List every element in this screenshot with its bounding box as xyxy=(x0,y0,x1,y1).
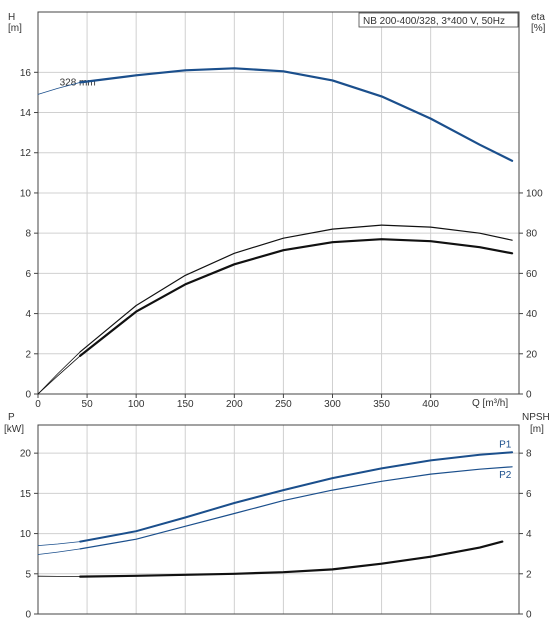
top-y-right-tick-label: 0 xyxy=(526,390,532,401)
bottom-y-left-tick-label: 5 xyxy=(25,569,31,580)
series-h_thin xyxy=(37,82,81,95)
bottom-series xyxy=(37,451,514,578)
bottom-y-left-tick-label: 20 xyxy=(20,449,32,460)
bottom-chart: P [kW] NPSH [m] 0 5 10 15 20 0 2 4 6 8 P1 P2 xyxy=(4,412,550,621)
bottom-plot-frame xyxy=(37,424,520,615)
top-y-right-tick-label: 100 xyxy=(526,188,543,199)
bottom-y-left-tick-label: 15 xyxy=(20,489,32,500)
bottom-y-right-tick-label: 4 xyxy=(526,529,532,540)
bottom-y-left-ticks: 0 5 10 15 20 xyxy=(20,449,38,621)
top-x-tick-label: 300 xyxy=(324,399,341,410)
top-y-left-tick-label: 8 xyxy=(25,229,31,240)
top-x-tick-label: 350 xyxy=(373,399,390,410)
series-npsh xyxy=(79,540,504,578)
bottom-y-right-tick-label: 0 xyxy=(526,610,532,621)
bottom-y-right-label: NPSH xyxy=(522,412,550,423)
bottom-y-left-tick-label: 10 xyxy=(20,529,32,540)
top-x-tick-label: 50 xyxy=(82,399,94,410)
bottom-series-labels: P1 P2 xyxy=(499,439,512,480)
top-x-tick-label: 400 xyxy=(422,399,439,410)
bottom-y-right-tick-label: 8 xyxy=(526,449,532,460)
top-x-tick-label: 200 xyxy=(226,399,243,410)
top-y-left-tick-label: 16 xyxy=(20,68,32,79)
series-h_main xyxy=(79,67,514,162)
series-eta_inner xyxy=(79,238,514,357)
bottom-y-right-ticks: 0 2 4 6 8 xyxy=(519,449,532,621)
title-box xyxy=(358,12,519,28)
top-chart: H [m] eta [%] NB 200-400/328, 3*400 V, 5… xyxy=(8,11,546,410)
top-y-right-tick-label: 40 xyxy=(526,309,538,320)
top-y-left-unit: [m] xyxy=(8,23,22,34)
series-p2_thin xyxy=(37,548,81,555)
bottom-y-left-label: P xyxy=(8,412,15,423)
bottom-y-left-tick-label: 0 xyxy=(25,610,31,621)
top-y-left-tick-label: 2 xyxy=(25,349,31,360)
top-y-right-unit: [%] xyxy=(531,23,546,34)
bottom-y-left-unit: [kW] xyxy=(4,424,24,435)
top-y-left-ticks: 0 2 4 6 8 10 12 14 16 xyxy=(20,68,38,401)
bottom-y-right-tick-label: 2 xyxy=(526,569,532,580)
bottom-y-right-tick-label: 6 xyxy=(526,489,532,500)
series-eta_inner_thin xyxy=(37,355,81,395)
top-x-tick-label: 100 xyxy=(128,399,145,410)
top-y-left-tick-label: 4 xyxy=(25,309,31,320)
series-p1_thin xyxy=(37,541,81,546)
top-y-left-tick-label: 14 xyxy=(20,108,32,119)
series-eta_outer xyxy=(79,224,513,353)
chart-title: NB 200-400/328, 3*400 V, 50Hz xyxy=(363,16,505,27)
top-x-tick-label: 0 xyxy=(35,399,41,410)
bottom-grid xyxy=(38,425,519,614)
top-y-right-tick-label: 60 xyxy=(526,269,538,280)
series-label-p1: P1 xyxy=(499,439,512,450)
top-series xyxy=(37,67,514,395)
series-eta_outer_thin xyxy=(37,351,81,395)
top-y-left-label: H xyxy=(8,12,15,23)
top-y-left-tick-label: 6 xyxy=(25,269,31,280)
top-y-left-tick-label: 10 xyxy=(20,188,32,199)
top-x-ticks: 0 50 100 150 200 250 300 350 400 xyxy=(35,394,439,410)
top-y-left-tick-label: 0 xyxy=(25,390,31,401)
series-p1 xyxy=(79,451,514,543)
series-label-p2: P2 xyxy=(499,470,512,481)
top-y-right-tick-label: 80 xyxy=(526,229,538,240)
top-y-right-tick-label: 20 xyxy=(526,349,538,360)
top-y-right-label: eta xyxy=(531,12,545,23)
top-x-axis-label: Q [m³/h] xyxy=(472,398,508,409)
series-p2 xyxy=(79,466,513,550)
top-y-left-tick-label: 12 xyxy=(20,148,32,159)
top-x-tick-label: 250 xyxy=(275,399,292,410)
top-x-tick-label: 150 xyxy=(177,399,194,410)
top-grid xyxy=(38,12,519,394)
top-plot-frame xyxy=(37,11,520,395)
top-y-right-ticks: 0 20 40 60 80 100 xyxy=(519,188,543,401)
bottom-y-right-unit: [m] xyxy=(530,424,544,435)
